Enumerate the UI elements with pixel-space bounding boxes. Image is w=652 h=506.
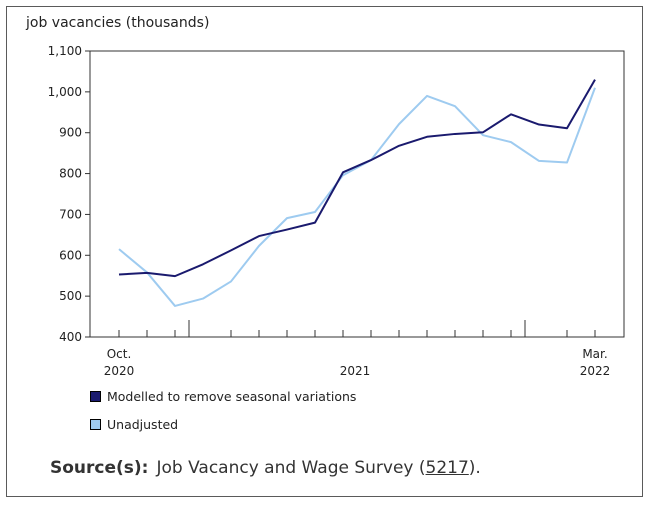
legend-item-modelled: Modelled to remove seasonal variations <box>90 389 356 404</box>
source-end: ). <box>468 458 481 478</box>
x-label-start-month: Oct. <box>107 347 132 361</box>
y-tick-label: 500 <box>59 289 82 303</box>
legend-label-modelled: Modelled to remove seasonal variations <box>107 389 357 404</box>
legend-label-unadjusted: Unadjusted <box>107 417 179 432</box>
legend-item-unadjusted: Unadjusted <box>90 417 178 432</box>
source-note: Source(s): Job Vacancy and Wage Survey (5… <box>50 458 481 478</box>
y-tick-label: 400 <box>59 330 82 344</box>
series-line-unadjusted <box>118 87 596 307</box>
y-tick-label: 1,100 <box>48 44 82 58</box>
x-label-mid-year: 2021 <box>340 364 371 378</box>
source-text: Job Vacancy and Wage Survey ( <box>156 458 426 478</box>
x-label-start-year: 2020 <box>104 364 135 378</box>
legend-swatch-unadjusted <box>90 419 101 430</box>
chart-frame <box>6 6 643 497</box>
source-label: Source(s): <box>50 458 149 478</box>
y-tick-label: 600 <box>59 248 82 262</box>
x-label-end-month: Mar. <box>582 347 607 361</box>
x-label-end-year: 2022 <box>580 364 611 378</box>
y-tick-label: 900 <box>59 126 82 140</box>
legend-swatch-modelled <box>90 391 101 402</box>
source-link[interactable]: 5217 <box>425 458 469 478</box>
plot-area <box>89 50 625 338</box>
y-tick-label: 800 <box>59 167 82 181</box>
y-tick-label: 700 <box>59 207 82 221</box>
series-line-modelled <box>118 79 596 278</box>
y-axis-label: job vacancies (thousands) <box>26 15 210 31</box>
y-tick-label: 1,000 <box>48 85 82 99</box>
